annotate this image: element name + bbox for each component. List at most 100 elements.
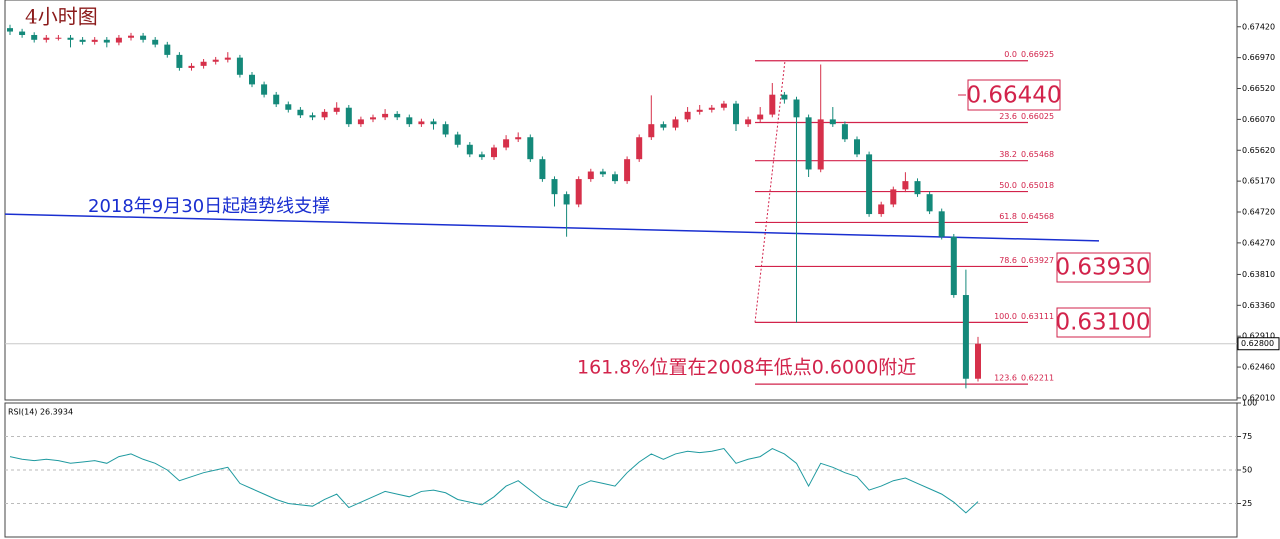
y-tick-label: 0.62910 xyxy=(1242,332,1275,341)
candle-body xyxy=(454,134,461,145)
y-tick-label: 0.67420 xyxy=(1242,22,1275,31)
candle-body xyxy=(660,124,667,128)
candle-body xyxy=(829,119,836,125)
candle-body xyxy=(261,84,268,95)
candle-body xyxy=(224,57,231,60)
candle-body xyxy=(769,94,776,115)
candle-body xyxy=(539,159,546,180)
candle-body xyxy=(309,115,316,118)
candle-body xyxy=(370,117,376,120)
chart-title: 4小时图 xyxy=(25,5,98,29)
candle-body xyxy=(878,204,885,215)
rsi-title: RSI(14) 26.3934 xyxy=(8,408,73,417)
fib-level: 23.6 xyxy=(999,112,1017,121)
candle-body xyxy=(478,154,485,158)
fib-annotation: 161.8%位置在2008年低点0.6000附近 xyxy=(577,357,916,379)
candle-body xyxy=(466,144,473,155)
y-tick-label: 0.66070 xyxy=(1242,115,1275,124)
candle-body xyxy=(636,137,643,160)
candle-body xyxy=(55,37,62,39)
candle-body xyxy=(140,35,147,40)
rsi-line xyxy=(9,447,979,514)
candle-body xyxy=(914,181,921,195)
candle-body xyxy=(696,109,703,112)
fib-price: 0.66025 xyxy=(1021,112,1054,121)
candle-body xyxy=(757,114,764,120)
candle-body xyxy=(624,159,631,182)
fib-price: 0.63111 xyxy=(1021,312,1054,321)
candle-body xyxy=(43,37,50,40)
candle-body xyxy=(79,39,86,42)
candle-body xyxy=(128,35,134,38)
candle-body xyxy=(297,109,304,116)
rsi-panel xyxy=(4,402,1238,538)
candle-body xyxy=(515,137,522,140)
fib-price: 0.64568 xyxy=(1021,212,1054,221)
candle-body xyxy=(720,103,727,108)
y-tick-label: 0.65170 xyxy=(1242,177,1275,186)
candle-body xyxy=(345,107,352,125)
candle-body xyxy=(817,119,824,170)
y-tick-label: 0.63810 xyxy=(1242,270,1275,279)
y-tick-label: 25 xyxy=(1242,499,1252,508)
candle-body xyxy=(854,139,860,155)
y-tick-label: 100 xyxy=(1242,399,1257,408)
annotation-box xyxy=(1056,252,1151,283)
y-tick-label: 0.64270 xyxy=(1242,238,1275,247)
candle-body xyxy=(612,174,618,182)
candle-body xyxy=(115,37,122,43)
candle-body xyxy=(236,57,243,75)
fib-level: 50.0 xyxy=(999,181,1017,190)
candle-body xyxy=(164,44,171,55)
candle-body xyxy=(902,181,909,190)
fib-price: 0.63927 xyxy=(1021,256,1054,265)
candle-body xyxy=(31,34,38,40)
candle-body xyxy=(551,179,558,195)
candle-body xyxy=(357,119,364,125)
candle-body xyxy=(563,194,570,205)
candle-body xyxy=(708,107,715,110)
candle-body xyxy=(781,94,788,100)
y-tick-label: 50 xyxy=(1242,466,1252,475)
fib-price: 0.65468 xyxy=(1021,150,1054,159)
candle-body xyxy=(19,31,26,35)
current-price-label: 0.62800 xyxy=(1241,339,1274,348)
fib-level: 61.8 xyxy=(999,212,1017,221)
candle-body xyxy=(418,121,425,125)
candle-body xyxy=(575,179,582,205)
candle-body xyxy=(103,39,110,43)
candle-body xyxy=(648,124,655,138)
candle-body xyxy=(793,99,800,118)
annotation-box xyxy=(1056,307,1151,338)
fib-level: 123.6 xyxy=(994,374,1017,383)
price-annotation: 0.63930 xyxy=(1055,255,1150,281)
trendline xyxy=(4,213,1100,242)
candle-body xyxy=(406,117,413,125)
candle-body xyxy=(321,111,328,118)
candle-body xyxy=(442,124,449,135)
candle-body xyxy=(745,119,752,125)
candle-body xyxy=(672,119,679,128)
candle-body xyxy=(805,117,812,170)
y-tick-label: 0.62010 xyxy=(1242,393,1275,402)
candle-body xyxy=(491,147,497,158)
candle-body xyxy=(841,124,848,140)
annotation-box xyxy=(967,79,1061,111)
fib-level: 0.0 xyxy=(1004,50,1017,59)
candle-body xyxy=(938,211,945,237)
candle-body xyxy=(188,65,195,68)
candle-body xyxy=(430,121,437,125)
fib-level: 38.2 xyxy=(999,150,1017,159)
candle-body xyxy=(152,39,159,45)
price-annotation: 0.63100 xyxy=(1055,310,1150,336)
candle-body xyxy=(527,137,534,160)
candle-body xyxy=(176,54,183,68)
y-tick-label: 0.66520 xyxy=(1242,84,1275,93)
y-tick-label: 0.63360 xyxy=(1242,301,1275,310)
candle-body xyxy=(200,61,207,66)
y-tick-label: 0.64720 xyxy=(1242,208,1275,217)
fib-level: 78.6 xyxy=(999,256,1017,265)
fib-price: 0.66925 xyxy=(1021,50,1054,59)
candle-body xyxy=(684,111,691,120)
